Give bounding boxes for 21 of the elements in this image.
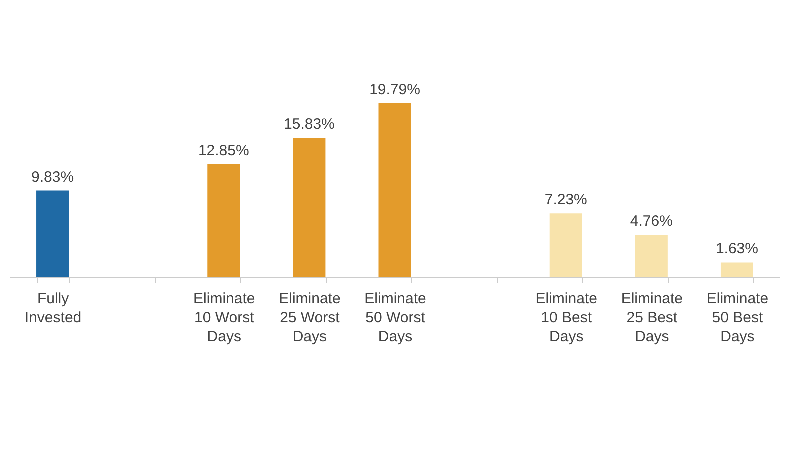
bar <box>378 103 412 277</box>
x-tick-label: Eliminate 25 Best Days <box>621 290 684 346</box>
x-tick-label: Eliminate 10 Worst Days <box>194 290 256 346</box>
x-tick-label: Eliminate 50 Worst Days <box>364 290 426 346</box>
bar <box>635 235 668 277</box>
x-tick-label: Fully Invested <box>24 290 82 326</box>
data-label: 4.76% <box>630 213 673 230</box>
bar <box>550 214 582 277</box>
x-tick-label: Eliminate 10 Best Days <box>536 290 598 346</box>
data-label: 1.63% <box>716 240 758 258</box>
data-label: 19.79% <box>370 81 420 98</box>
x-tick-label: Eliminate 25 Worst Days <box>279 290 341 346</box>
data-label: 7.23% <box>544 192 588 209</box>
bar <box>720 262 754 277</box>
data-label: 9.83% <box>32 168 74 186</box>
bar <box>293 138 326 277</box>
bar <box>208 164 240 277</box>
x-tick-label: Eliminate 50 Best Days <box>706 290 769 346</box>
bar <box>36 190 70 277</box>
data-label: 15.83% <box>284 116 335 134</box>
data-label: 12.85% <box>198 142 250 160</box>
